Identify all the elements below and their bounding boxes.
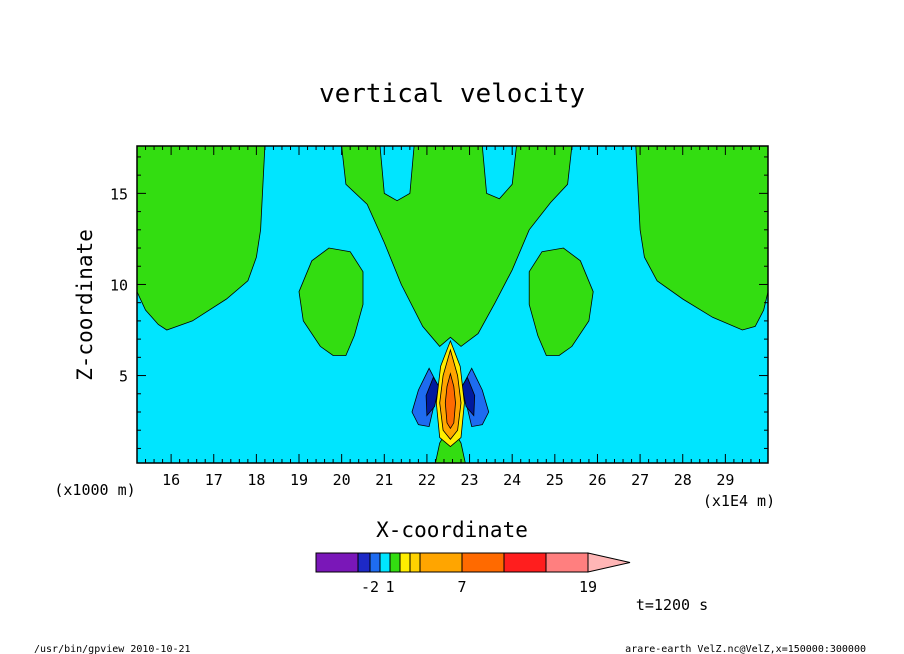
x-tick-label: 26 [588,471,606,489]
colorbar-labels: -2 1 7 19 [361,578,597,596]
colorbar-swatch [461,552,505,573]
x-axis-title: X-coordinate [376,518,528,542]
colorbar-label: 19 [579,578,597,596]
x-tick-label: 29 [716,471,734,489]
contour-region-positive-weak [298,247,364,356]
x-tick-label: 24 [503,471,521,489]
y-axis-ticks: 5 10 15 [110,156,768,449]
x-tick-label: 25 [546,471,564,489]
contour-region-positive-weak [137,146,266,331]
footer-right: arare-earth_VelZ.nc@VelZ,x=150000:300000 [625,644,866,654]
y-tick-label: 15 [110,185,128,203]
colorbar-swatch [399,552,411,573]
chart-title: vertical velocity [319,79,585,109]
contour-region-positive-strong-core [444,372,456,430]
x-tick-label: 19 [290,471,308,489]
y-tick-label: 5 [119,368,128,386]
x-tick-label: 16 [162,471,180,489]
x-tick-label: 17 [205,471,223,489]
colorbar-swatch [419,552,463,573]
x-axis-ticks: 16 17 18 19 20 21 22 23 24 25 26 27 28 29 [136,146,760,489]
y-tick-label: 10 [110,276,128,294]
colorbar-swatch [369,552,381,573]
contour-region-positive-weak [528,247,594,356]
colorbar-swatch [357,552,371,573]
y-unit-label: (x1000 m) [54,481,135,499]
colorbar-swatch [389,552,401,573]
x-tick-label: 21 [375,471,393,489]
colorbar-label: 1 [385,578,394,596]
colorbar-swatch [379,552,391,573]
x-tick-label: 28 [674,471,692,489]
colorbar-label: 7 [457,578,466,596]
x-tick-label: 20 [333,471,351,489]
contour-region-positive-weak [341,146,573,347]
time-label: t=1200 s [636,596,708,614]
x-tick-label: 22 [418,471,436,489]
colorbar-swatch [409,552,421,573]
x-tick-label: 27 [631,471,649,489]
y-axis-title: Z-coordinate [73,229,97,381]
contour-region-negative-strong [425,376,440,417]
contour-region-negative-strong [461,376,476,417]
colorbar-swatch [315,552,359,573]
colorbar-swatch [545,552,589,573]
footer-left: /usr/bin/gpview 2010-10-21 [34,644,191,654]
colorbar [315,552,631,573]
colorbar-arrow [587,552,631,573]
x-unit-label: (x1E4 m) [703,492,775,510]
colorbar-swatch [503,552,547,573]
x-tick-label: 23 [461,471,479,489]
x-tick-label: 18 [247,471,265,489]
contour-regions [137,146,768,463]
contour-region-positive-weak [635,146,768,331]
colorbar-label: -2 [361,578,379,596]
